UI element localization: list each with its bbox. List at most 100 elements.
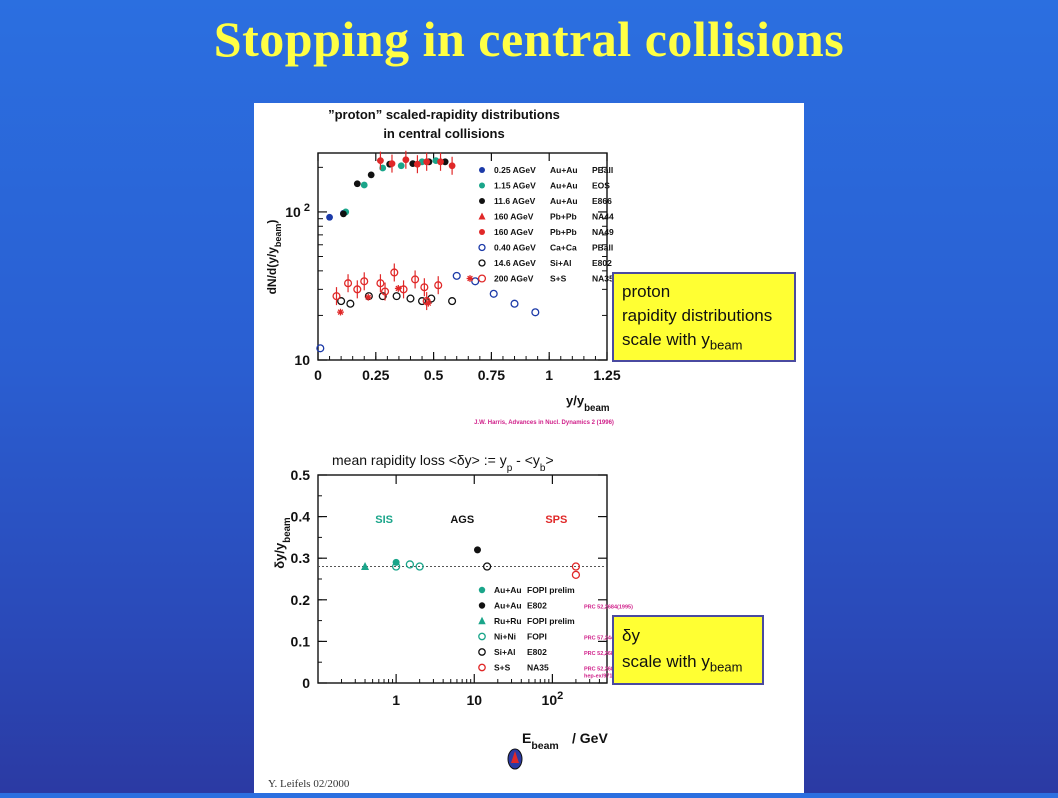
top-chart-point [376, 279, 385, 288]
top-chart-legend-experiment: PBall [592, 243, 613, 253]
callout-bottom-line2: scale with ybeam [622, 649, 754, 680]
bottom-chart-legend-experiment: E802 [527, 601, 547, 611]
top-chart-point [367, 171, 375, 179]
bottom-chart-point [482, 562, 492, 571]
bottom-chart-ytick-label: 0.1 [291, 633, 311, 649]
top-chart-xlabel-main: y/y [566, 393, 585, 408]
top-chart-point [448, 297, 457, 306]
top-chart-legend-marker [478, 259, 486, 267]
callout-rapidity-scaling: proton rapidity distributions scale with… [612, 272, 796, 362]
bottom-chart-points [361, 546, 581, 579]
bottom-chart-legend-experiment: E802 [527, 647, 547, 657]
bottom-chart-title-part: p [507, 463, 513, 474]
bottom-chart-ylabel-sub: beam [282, 517, 293, 543]
bottom-chart-legend-system: S+S [494, 663, 511, 673]
top-chart-legend-experiment: NA44 [592, 212, 614, 222]
top-chart-point [360, 277, 369, 286]
top-chart-legend-energy: 1.15 AGeV [494, 181, 536, 191]
top-chart-point [360, 181, 368, 189]
bottom-chart-title-part: - <y [512, 452, 540, 468]
callout-top-line1: proton [622, 282, 671, 301]
bottom-chart-legend-marker [478, 663, 486, 672]
bottom-chart-legend-experiment: FOPI prelim [527, 616, 575, 626]
top-chart-point [377, 157, 384, 165]
top-chart-ylabel: dN/d(y/ybeam) [265, 220, 283, 295]
bottom-chart-legend-system: Au+Au [494, 585, 522, 595]
top-chart-point [397, 162, 405, 170]
bottom-chart-frame [317, 474, 608, 684]
top-chart-point [353, 285, 362, 294]
top-chart-point [420, 283, 429, 292]
top-chart-xtick-label: 0.25 [362, 367, 389, 383]
top-chart-xtick-label: 0 [314, 367, 322, 383]
top-chart-point [434, 281, 443, 290]
lab-logo-icon [507, 748, 523, 770]
bottom-chart-title-part: > [545, 452, 553, 468]
bottom-chart-point [405, 560, 415, 569]
top-chart-star-point [337, 308, 344, 316]
callout-top-line3: scale with ybeam [622, 328, 786, 357]
top-chart-point [452, 271, 461, 280]
top-chart-point [316, 344, 325, 353]
top-chart-star-point [424, 299, 432, 307]
bottom-chart-xtick-base: 10 [542, 692, 558, 708]
bottom-chart-legend-ref: PRC 57,244(1998) [584, 636, 630, 642]
top-chart-ytick-base: 10 [294, 352, 310, 368]
top-chart-point [422, 297, 431, 306]
top-chart-legend-star [466, 275, 474, 282]
top-chart-legend-energy: 11.6 AGeV [494, 196, 536, 206]
top-chart-point [326, 213, 333, 221]
bottom-chart-ytick-label: 0.5 [291, 467, 311, 483]
top-chart-xtick-label: 0.5 [424, 367, 444, 383]
top-chart-legend-marker [477, 274, 487, 283]
bottom-chart-xlabel-sub: beam [531, 740, 558, 752]
top-chart-legend-marker [478, 212, 486, 220]
bottom-chart-legend-system: Ru+Ru [494, 616, 522, 626]
bottom-chart-legend-marker [478, 586, 486, 594]
top-chart-legend: 0.25 AGeV Au+Au PBall 1.15 AGeV Au+Au EOS 11.6… [466, 165, 614, 284]
bottom-chart-ytick-label: 0.4 [291, 509, 311, 525]
top-chart-point [414, 160, 421, 168]
bottom-chart-legend-experiment: FOPI [527, 632, 547, 642]
top-chart-legend-energy: 14.6 AGeV [494, 258, 536, 268]
bottom-chart-xlabel-main: E [522, 730, 531, 746]
bottom-chart-point [392, 558, 400, 566]
bottom-chart-legend-ref: PRC 52,2684(1995) [584, 605, 633, 611]
bottom-chart-legend-ref: PRC 52,2684(1995) [584, 651, 633, 657]
bottom-chart-region-label: AGS [450, 514, 474, 526]
top-chart-point [379, 164, 387, 172]
bottom-chart-title-part: mean rapidity loss <δy> := y [332, 452, 507, 468]
callout-bottom-delta: δ [622, 626, 632, 645]
bottom-chart-legend-system: Au+Au [494, 601, 522, 611]
top-chart-point [406, 294, 415, 303]
top-chart-legend-system: Au+Au [550, 165, 578, 175]
top-chart-point [390, 268, 399, 277]
top-chart-point [353, 180, 361, 188]
bottom-chart-legend-marker [478, 648, 486, 656]
bottom-chart-xlabel: Ebeam [522, 730, 559, 752]
top-chart-legend-energy: 160 AGeV [494, 227, 534, 237]
bottom-chart-point [391, 562, 401, 571]
top-chart-legend-marker [479, 198, 485, 204]
top-chart-legend-marker [478, 243, 486, 252]
top-chart-legend-system: Ca+Ca [550, 243, 577, 253]
top-chart-point [427, 294, 436, 303]
top-chart-legend-experiment: NA35 [592, 274, 614, 284]
callout-top-line2: rapidity distributions [622, 306, 773, 325]
top-chart-star-point [364, 293, 372, 301]
bottom-chart-point [361, 562, 370, 571]
top-chart-point [437, 158, 444, 166]
bottom-chart-ytick-label: 0.2 [291, 592, 311, 608]
top-chart-legend-system: Pb+Pb [550, 212, 577, 222]
top-chart-legend-experiment: EOS [592, 181, 610, 191]
top-chart-legend-energy: 0.40 AGeV [494, 243, 536, 253]
top-chart-legend-system: Si+Al [550, 258, 572, 268]
top-chart-point [531, 308, 540, 317]
top-chart-legend-system: S+S [550, 274, 567, 284]
top-chart-point [337, 297, 346, 306]
top-chart-xlabel-sub: beam [584, 403, 610, 414]
top-chart-ylabel-end: ) [265, 220, 279, 224]
top-chart-point [448, 162, 456, 170]
top-chart-point [340, 210, 347, 218]
bottom-chart-region-label: SPS [545, 514, 567, 526]
